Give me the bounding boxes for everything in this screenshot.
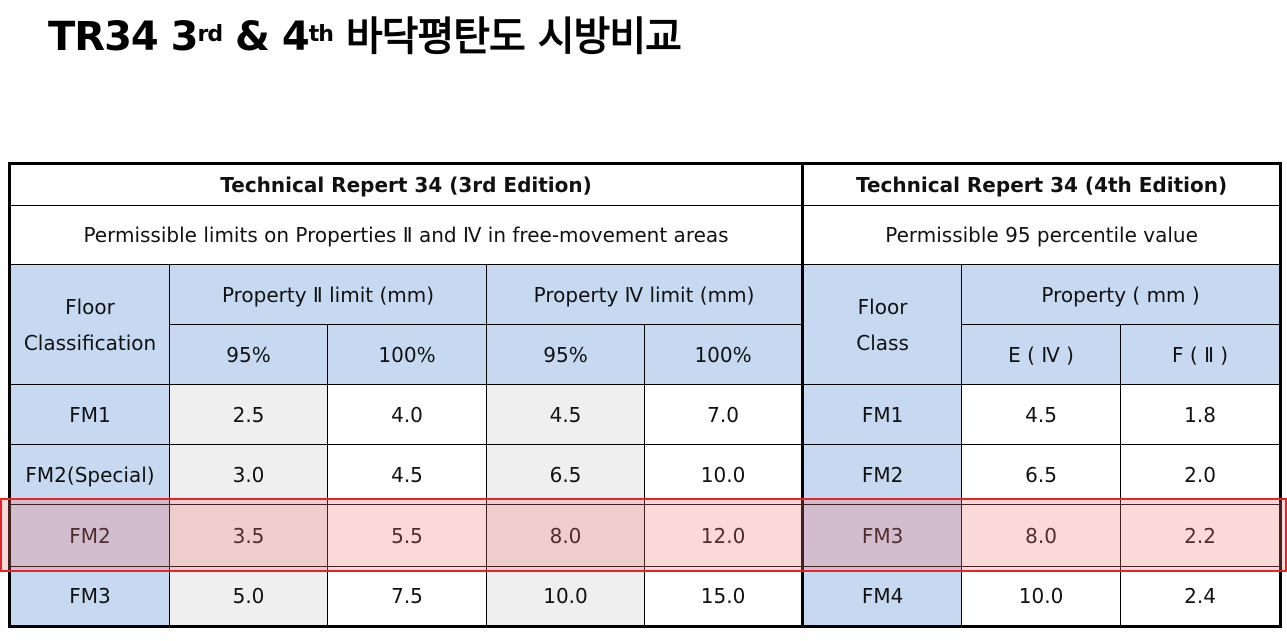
right-floor-class-header: Floor Class [801, 264, 963, 385]
left-class-cell: FM3 [9, 566, 170, 627]
value-cell: 2.4 [1120, 566, 1282, 627]
right-property-header: Property ( mm ) [961, 264, 1282, 325]
right-class-cell: FM4 [801, 566, 963, 627]
sub-header-p4-95: 95% [486, 324, 645, 385]
tr34-comparison-table: Technical Repert 34 (3rd Edition) Techni… [8, 162, 1283, 628]
value-cell: 6.5 [486, 444, 645, 505]
value-cell: 8.0 [961, 504, 1122, 567]
right-class-cell: FM1 [801, 384, 963, 445]
sub-header-e: E ( Ⅳ ) [961, 324, 1122, 385]
value-cell: 3.0 [169, 444, 328, 505]
value-cell: 7.0 [643, 384, 804, 445]
left-floor-classification-header: Floor Classification [9, 264, 170, 385]
left-class-cell: FM2(Special) [9, 444, 170, 505]
sub-header-p2-95: 95% [169, 324, 328, 385]
value-cell: 5.0 [169, 566, 328, 627]
value-cell: 8.0 [486, 504, 645, 567]
value-cell: 3.5 [169, 504, 328, 567]
left-subtitle: Permissible limits on Properties Ⅱ and Ⅳ… [8, 205, 804, 265]
value-cell: 2.5 [169, 384, 328, 445]
left-class-cell: FM1 [9, 384, 170, 445]
page-title: TR34 3rd & 4th 바닥평탄도 시방비교 [48, 14, 682, 60]
value-cell: 6.5 [961, 444, 1122, 505]
value-cell: 10.0 [961, 566, 1122, 627]
value-cell: 10.0 [486, 566, 645, 627]
value-cell: 4.0 [327, 384, 487, 445]
sub-header-p2-100: 100% [327, 324, 487, 385]
value-cell: 1.8 [1120, 384, 1282, 445]
table-row: FM1 2.5 4.0 4.5 7.0 FM1 4.5 1.8 [9, 384, 1282, 445]
value-cell: 2.2 [1120, 504, 1282, 567]
value-cell: 4.5 [961, 384, 1122, 445]
property-2-header: Property Ⅱ limit (mm) [169, 264, 487, 325]
right-class-cell: FM2 [801, 444, 963, 505]
value-cell: 10.0 [643, 444, 804, 505]
sub-header-p4-100: 100% [643, 324, 804, 385]
table-row: FM3 5.0 7.5 10.0 15.0 FM4 10.0 2.4 [9, 566, 1282, 627]
left-class-cell: FM2 [9, 504, 170, 567]
value-cell: 12.0 [643, 504, 804, 567]
right-class-cell: FM3 [801, 504, 963, 567]
value-cell: 7.5 [327, 566, 487, 627]
value-cell: 4.5 [486, 384, 645, 445]
value-cell: 15.0 [643, 566, 804, 627]
property-4-header: Property Ⅳ limit (mm) [485, 264, 804, 325]
value-cell: 5.5 [327, 504, 487, 567]
right-edition-title: Technical Repert 34 (4th Edition) [801, 163, 1282, 206]
table-row-highlighted: FM2 3.5 5.5 8.0 12.0 FM3 8.0 2.2 [9, 504, 1282, 567]
right-subtitle: Permissible 95 percentile value [801, 205, 1282, 265]
left-edition-title: Technical Repert 34 (3rd Edition) [8, 163, 804, 206]
value-cell: 2.0 [1120, 444, 1282, 505]
sub-header-f: F ( Ⅱ ) [1120, 324, 1282, 385]
table-row: FM2(Special) 3.0 4.5 6.5 10.0 FM2 6.5 2.… [9, 444, 1282, 505]
value-cell: 4.5 [327, 444, 487, 505]
